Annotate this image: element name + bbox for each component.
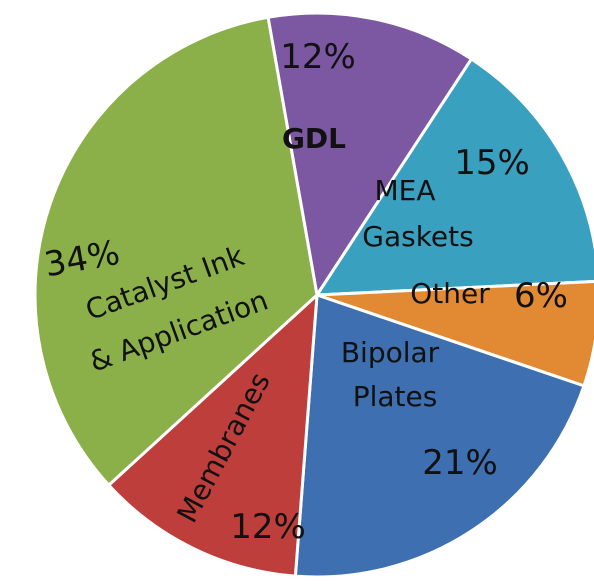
slice-label-bipolar-plates-line1: Bipolar [341, 336, 440, 369]
value-label-other: 6% [514, 276, 568, 316]
pie-slice-mea-gaskets [314, 56, 594, 297]
value-label-gdl: 12% [280, 37, 356, 77]
slice-label-gdl: GDL [282, 122, 346, 155]
slice-label-mea-gaskets-line1: MEA [374, 174, 435, 207]
pie-slice-gdl [266, 11, 474, 299]
value-label-membranes: 12% [230, 507, 306, 547]
pie-slice-bipolar-plates [293, 292, 586, 579]
slice-label-bipolar-plates-line2: Plates [353, 380, 438, 413]
pie-slice-catalyst-ink-application [33, 15, 319, 488]
value-label-mea-gaskets: 15% [454, 143, 530, 183]
slice-label-mea-gaskets-line2: Gaskets [362, 220, 473, 253]
pie-slice-membranes [106, 291, 319, 578]
pie-slices [33, 11, 594, 579]
value-label-bipolar-plates: 21% [422, 443, 498, 483]
slice-label-other: Other [410, 277, 490, 310]
